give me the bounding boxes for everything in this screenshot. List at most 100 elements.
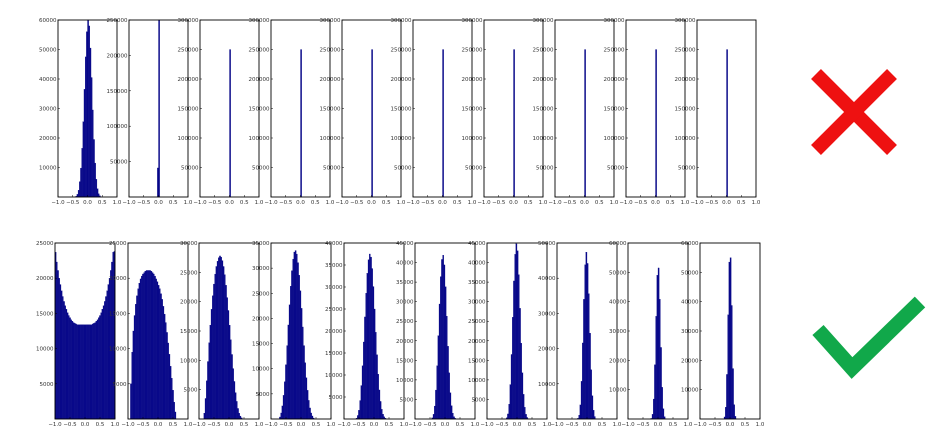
y-tick-label: 10000 [325, 373, 343, 379]
histogram-bar [291, 270, 293, 420]
histogram-bar [364, 316, 366, 420]
green-check-icon [812, 296, 926, 379]
histogram-bar [432, 414, 435, 420]
histogram-bar [233, 381, 236, 420]
histogram-bar [168, 354, 171, 420]
x-tick-label: 0.0 [441, 422, 450, 428]
histogram-bar [82, 121, 85, 198]
y-tick-label: 35000 [468, 280, 486, 286]
histogram-bar [659, 299, 661, 420]
histogram-bar [224, 274, 226, 420]
y-tick-label: 300000 [604, 18, 625, 24]
histogram-bar [522, 394, 525, 420]
histogram-bar [136, 295, 138, 420]
histogram-bar [588, 293, 590, 420]
x-tick-label: 0.0 [296, 200, 305, 206]
histogram-bar [139, 278, 142, 420]
histogram-bar [106, 290, 108, 420]
histogram-bar [218, 257, 220, 420]
histogram-bar [656, 275, 659, 420]
y-tick-label: 30000 [325, 285, 343, 291]
histogram-bar [145, 270, 148, 420]
histogram-bar [219, 255, 221, 420]
histogram-bar [226, 297, 228, 420]
y-tick-label: 20000 [109, 276, 127, 282]
histogram-bar [367, 259, 370, 420]
histogram-bar [150, 271, 153, 420]
x-tick-label: −0.5 [136, 422, 150, 428]
red-cross-icon [811, 69, 897, 155]
histogram-bar [372, 286, 375, 420]
histogram-bar [375, 332, 377, 420]
histogram-bar [98, 317, 100, 420]
y-tick-label: 10000 [538, 382, 556, 388]
histogram-bar [96, 188, 99, 198]
histogram-bar [206, 380, 208, 420]
x-tick-label: 1.0 [184, 200, 193, 206]
y-tick-label: 15000 [396, 358, 414, 364]
y-tick-label: 200000 [462, 77, 483, 83]
histogram-bar [138, 283, 141, 420]
bottom-panel-3: 5000 10000 15000 20000 25000 30000 −1.0 −0.5 0.0… [180, 241, 264, 428]
histogram-bar [142, 273, 144, 420]
y-tick-label: 250000 [178, 48, 199, 54]
x-tick-label: −0.5 [708, 422, 722, 428]
histogram-bar [300, 49, 302, 198]
histogram-bar [95, 321, 98, 420]
y-tick-label: 200000 [178, 77, 199, 83]
histogram-bar [444, 286, 447, 420]
histogram-bar [282, 395, 285, 420]
x-tick-label: −0.5 [492, 200, 506, 206]
histogram-bar [371, 49, 373, 198]
histogram-bar [77, 324, 80, 420]
histogram-bar [435, 389, 437, 420]
x-tick-label: −1.0 [693, 422, 707, 428]
y-tick-label: 30000 [609, 329, 627, 335]
y-tick-label: 200000 [107, 53, 128, 59]
x-tick-label: 0.5 [240, 422, 249, 428]
x-tick-label: 1.0 [184, 422, 193, 428]
y-tick-label: 30000 [180, 241, 198, 247]
y-tick-label: 40000 [538, 276, 556, 282]
histogram-bar [222, 266, 225, 420]
histogram-bar [101, 309, 104, 420]
histogram-bar [655, 316, 657, 420]
y-tick-label: 10000 [109, 347, 127, 353]
histogram-bar [75, 323, 77, 420]
histogram-bar [88, 25, 90, 198]
y-tick-label: 40000 [325, 241, 343, 247]
histogram-bar [437, 335, 440, 420]
y-tick-label: 300000 [249, 18, 270, 24]
y-tick-label: 150000 [533, 107, 554, 113]
x-tick-label: 0.5 [595, 200, 604, 206]
histogram-bar [214, 273, 216, 420]
x-tick-label: −0.5 [208, 200, 222, 206]
y-tick-label: 30000 [538, 311, 556, 317]
histogram-bar [157, 285, 160, 420]
y-tick-label: 25000 [36, 241, 54, 247]
histogram-bar [99, 315, 101, 420]
y-tick-label: 150000 [391, 107, 412, 113]
histogram-bar [81, 324, 83, 420]
x-tick-label: 1.0 [400, 422, 409, 428]
x-tick-label: 0.5 [737, 200, 746, 206]
x-tick-label: 0.5 [240, 200, 249, 206]
histogram-bar [60, 290, 63, 420]
y-tick-label: 20000 [39, 136, 57, 142]
histogram-bar [584, 264, 586, 420]
histogram-bar [379, 401, 382, 420]
x-tick-label: 0.0 [225, 200, 234, 206]
histogram-bar [449, 392, 452, 420]
x-tick-label: 0.5 [169, 422, 178, 428]
y-tick-label: 5000 [472, 397, 486, 403]
histogram-bar [452, 413, 454, 420]
histogram-bar [77, 190, 80, 198]
top-panel-4: 50000 100000 150000 200000 250000 300000 −1.0−… [249, 18, 335, 206]
histogram-bar [209, 325, 212, 420]
histogram-bar [94, 322, 96, 420]
y-tick-label: 10000 [36, 347, 54, 353]
histogram-bar [360, 385, 363, 420]
histogram-bar [376, 354, 378, 420]
histogram-bar [238, 413, 240, 420]
histogram-bar [89, 47, 92, 198]
